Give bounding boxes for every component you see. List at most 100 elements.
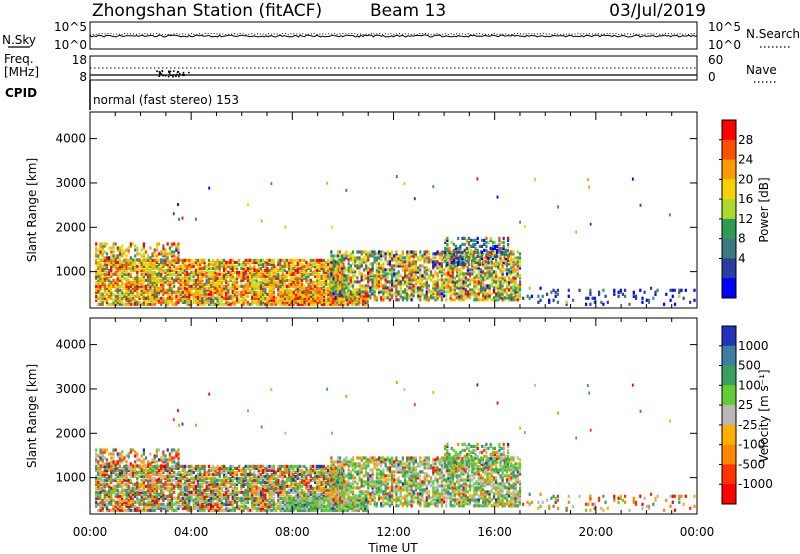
range-cell xyxy=(149,268,152,272)
range-cell xyxy=(225,300,228,304)
range-cell xyxy=(643,290,646,294)
range-cell xyxy=(160,284,163,288)
range-cell xyxy=(277,276,280,280)
range-cell xyxy=(434,272,437,276)
range-cell xyxy=(190,292,193,296)
range-cell xyxy=(114,468,117,472)
range-cell xyxy=(388,292,391,296)
range-cell xyxy=(430,274,433,278)
range-cell xyxy=(127,498,130,502)
range-cell xyxy=(125,286,128,290)
range-cell xyxy=(155,296,158,300)
range-cell xyxy=(253,300,256,304)
range-cell xyxy=(508,262,511,266)
range-cell xyxy=(196,270,200,274)
range-cell xyxy=(201,268,204,272)
range-cell xyxy=(231,280,234,284)
range-cell xyxy=(395,292,398,296)
range-cell xyxy=(95,476,98,480)
range-cell xyxy=(151,464,154,468)
range-cell xyxy=(105,482,109,486)
range-cell xyxy=(157,286,161,290)
range-cell xyxy=(470,256,473,260)
range-cell xyxy=(371,250,374,254)
range-cell xyxy=(375,296,378,300)
range-cell xyxy=(127,468,130,472)
range-cell xyxy=(386,252,389,256)
range-cell xyxy=(447,286,450,290)
range-cell xyxy=(285,288,288,292)
range-cell xyxy=(286,296,289,300)
range-cell xyxy=(227,262,230,266)
range-cell xyxy=(97,276,100,280)
range-cell xyxy=(421,254,424,258)
range-cell xyxy=(103,484,106,488)
range-cell xyxy=(298,298,301,302)
range-cell xyxy=(292,270,295,274)
range-cell xyxy=(123,268,126,272)
range-cell xyxy=(272,298,275,302)
range-cell xyxy=(264,282,267,286)
range-cell xyxy=(210,262,213,266)
range-cell xyxy=(157,274,161,278)
range-cell xyxy=(262,294,265,298)
range-cell xyxy=(305,268,308,272)
range-cell xyxy=(497,294,500,298)
range-cell xyxy=(382,298,385,302)
range-cell xyxy=(168,504,171,508)
range-cell xyxy=(186,282,189,286)
range-cell xyxy=(327,268,330,272)
range-cell xyxy=(203,282,206,286)
range-cell xyxy=(268,262,271,266)
range-cell xyxy=(327,296,330,300)
range-cell xyxy=(168,474,171,478)
range-cell xyxy=(410,260,413,264)
range-cell xyxy=(373,298,376,302)
range-cell xyxy=(205,298,208,302)
range-cell xyxy=(233,282,236,286)
range-cell xyxy=(105,502,109,506)
range-cell xyxy=(391,282,394,286)
range-cell xyxy=(220,288,223,292)
freq-point xyxy=(158,71,161,73)
range-cell xyxy=(257,302,260,306)
range-cell xyxy=(134,288,137,292)
range-cell xyxy=(401,282,404,286)
range-cell xyxy=(466,268,469,272)
range-cell xyxy=(227,300,230,304)
range-cell xyxy=(177,272,180,276)
power-frame xyxy=(89,111,698,309)
range-cell xyxy=(149,302,152,306)
range-cell xyxy=(127,272,130,276)
range-cell xyxy=(131,504,135,508)
range-cell xyxy=(181,482,184,486)
range-cell xyxy=(116,484,119,488)
range-cell xyxy=(443,272,446,276)
range-cell xyxy=(310,290,313,294)
range-cell xyxy=(205,282,208,286)
range-cell xyxy=(356,256,359,260)
range-cell xyxy=(129,286,132,290)
range-cell xyxy=(492,296,496,300)
range-cell xyxy=(95,296,98,300)
range-cell xyxy=(155,504,158,508)
range-cell xyxy=(589,288,592,292)
range-cell xyxy=(488,272,491,276)
range-cell xyxy=(125,276,128,280)
range-cell xyxy=(153,286,156,290)
range-cell xyxy=(354,274,357,278)
range-cell xyxy=(112,280,115,284)
range-cell xyxy=(166,282,169,286)
range-cell xyxy=(472,244,475,248)
range-cell xyxy=(114,254,117,258)
range-cell xyxy=(227,296,230,300)
range-cell xyxy=(488,288,491,292)
range-cell xyxy=(108,294,111,298)
range-cell xyxy=(251,286,254,290)
range-cell xyxy=(125,498,128,502)
range-cell xyxy=(303,286,306,290)
range-cell xyxy=(301,262,304,266)
range-cell xyxy=(170,478,174,482)
range-cell xyxy=(218,266,221,270)
range-cell xyxy=(417,276,420,280)
